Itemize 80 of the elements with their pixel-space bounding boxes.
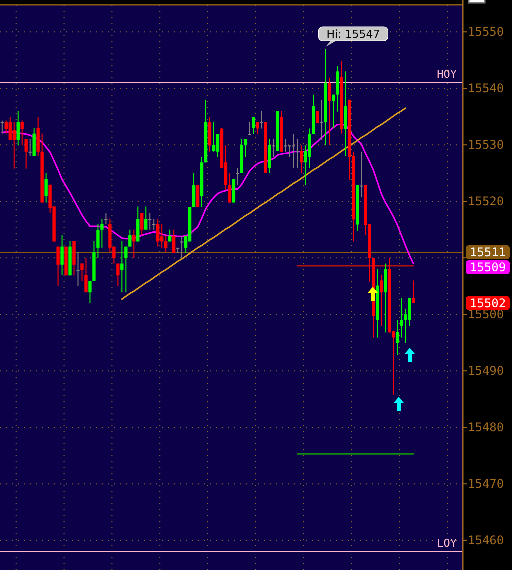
candlestick — [320, 99, 324, 141]
candlestick — [124, 246, 128, 294]
candlestick — [16, 110, 20, 146]
candlestick — [8, 116, 12, 141]
y-tick-label: 15490 — [468, 364, 504, 378]
candlestick — [328, 77, 332, 146]
candlestick — [76, 252, 80, 287]
candlestick — [244, 138, 248, 158]
candlestick — [272, 138, 276, 158]
candlestick — [0, 120, 4, 134]
candlestick — [296, 138, 300, 169]
candlestick — [192, 172, 196, 208]
candlestick — [336, 66, 340, 112]
candlestick — [84, 258, 88, 294]
candlestick — [128, 229, 132, 248]
candlestick — [132, 229, 136, 259]
candlestick — [24, 138, 28, 170]
candlestick — [72, 240, 76, 276]
candlestick — [196, 184, 200, 208]
candlestick — [164, 235, 168, 253]
candlestick — [232, 178, 236, 204]
y-tick-label: 15480 — [468, 420, 504, 435]
candlestick — [156, 218, 160, 248]
candlestick — [172, 229, 176, 254]
candlestick — [248, 122, 252, 136]
line-series — [121, 108, 406, 300]
candlestick — [28, 138, 32, 157]
candlestick — [360, 151, 364, 198]
candlestick — [140, 212, 144, 236]
candlestick — [160, 224, 164, 250]
candlestick — [384, 263, 388, 334]
candlestick — [412, 280, 416, 304]
candlestick — [396, 320, 400, 356]
text: 15509 — [470, 260, 506, 274]
candlestick — [256, 122, 260, 135]
candlestick — [116, 263, 120, 287]
candlestick — [208, 116, 212, 152]
candlestick — [408, 298, 412, 327]
candlestick — [300, 145, 304, 174]
candlestick — [332, 94, 336, 129]
candlestick — [292, 134, 296, 169]
candlestick — [284, 138, 288, 152]
candlestick — [212, 122, 216, 152]
ref-line-label: 15511 — [470, 245, 506, 260]
candlestick — [144, 206, 148, 230]
y-tick-label: 15460 — [468, 534, 504, 548]
candlestick — [104, 212, 108, 225]
candlestick — [228, 172, 232, 204]
y-tick-label: 15520 — [468, 194, 504, 209]
candlestick — [152, 218, 156, 230]
candlestick — [44, 172, 48, 204]
y-tick-label: 15530 — [468, 138, 504, 152]
candlestick — [288, 145, 292, 158]
y-tick-label: 15550 — [468, 25, 504, 40]
candlestick — [216, 134, 220, 158]
candlestick — [56, 246, 60, 287]
annotation: Hi: 15547 — [326, 28, 380, 42]
candlestick — [260, 110, 264, 130]
candlestick — [268, 138, 272, 174]
candlestick — [252, 116, 256, 135]
candlestick — [344, 71, 348, 157]
candlestick — [136, 206, 140, 242]
candlestick — [120, 240, 124, 294]
text: 15502 — [470, 296, 506, 310]
candlestick — [12, 121, 16, 170]
ref-line-label: LOY — [437, 536, 458, 550]
candlestick — [100, 218, 104, 248]
candlestick — [88, 280, 92, 304]
candlestick — [180, 236, 184, 259]
candlestick — [32, 128, 36, 157]
candlestick — [400, 298, 404, 338]
candlestick — [20, 120, 24, 146]
y-tick-label: 15470 — [468, 477, 504, 492]
candlestick — [236, 168, 240, 186]
candlestick — [380, 274, 384, 327]
candlestick — [148, 212, 152, 230]
candlestick — [60, 235, 64, 276]
y-tick-label: 15540 — [468, 82, 504, 96]
ref-line-label: HOY — [437, 68, 458, 81]
y-tick-label: 15500 — [468, 308, 504, 322]
